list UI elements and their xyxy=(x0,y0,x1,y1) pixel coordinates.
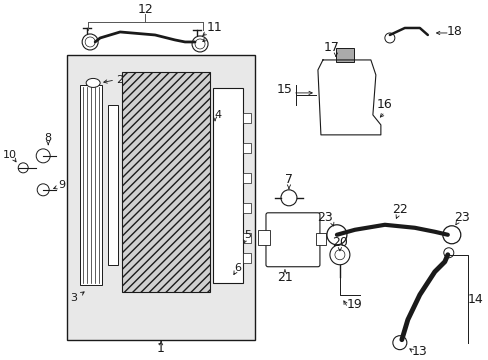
Bar xyxy=(243,173,250,183)
Text: 8: 8 xyxy=(44,133,52,143)
Text: 21: 21 xyxy=(277,271,292,284)
Text: 5: 5 xyxy=(244,230,251,240)
Polygon shape xyxy=(317,60,380,135)
Bar xyxy=(335,48,353,62)
Text: 6: 6 xyxy=(234,263,241,273)
Bar xyxy=(243,253,250,263)
Bar xyxy=(243,203,250,213)
Text: 19: 19 xyxy=(346,298,362,311)
Bar xyxy=(108,105,118,265)
Bar xyxy=(122,72,210,292)
Text: 18: 18 xyxy=(446,26,462,39)
Text: 15: 15 xyxy=(277,84,292,96)
Text: 1: 1 xyxy=(157,342,164,355)
Text: 14: 14 xyxy=(467,293,483,306)
FancyBboxPatch shape xyxy=(265,213,319,267)
Text: 20: 20 xyxy=(331,236,347,249)
Text: 13: 13 xyxy=(411,345,427,358)
Text: 4: 4 xyxy=(214,110,221,120)
Bar xyxy=(243,143,250,153)
Text: 9: 9 xyxy=(59,180,65,190)
Text: 23: 23 xyxy=(316,211,332,224)
Text: 10: 10 xyxy=(3,150,17,160)
Bar xyxy=(67,55,254,340)
Text: 7: 7 xyxy=(285,173,292,186)
Bar xyxy=(315,233,325,245)
Bar xyxy=(80,85,102,285)
Bar xyxy=(213,88,243,283)
Text: 2: 2 xyxy=(116,75,123,85)
Bar xyxy=(243,113,250,123)
Text: 12: 12 xyxy=(137,4,153,17)
Text: 16: 16 xyxy=(376,98,392,111)
Bar xyxy=(243,233,250,243)
Bar xyxy=(258,230,269,245)
Text: 11: 11 xyxy=(207,22,223,35)
Text: 17: 17 xyxy=(324,41,339,54)
Text: 22: 22 xyxy=(391,203,407,216)
Ellipse shape xyxy=(86,78,100,87)
Text: 23: 23 xyxy=(453,211,468,224)
Text: 3: 3 xyxy=(71,293,78,303)
